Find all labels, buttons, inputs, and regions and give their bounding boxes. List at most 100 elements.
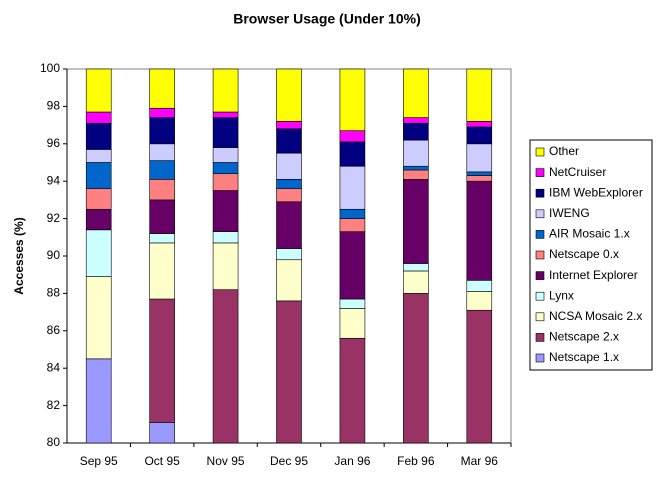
y-tick-label: 86 <box>47 323 61 337</box>
legend-label: IBM WebExplorer <box>549 185 643 199</box>
chart-title: Browser Usage (Under 10%) <box>233 11 421 27</box>
bar-segment <box>466 143 493 173</box>
x-tick-label: Sep 95 <box>80 454 118 468</box>
legend-label: Netscape 1.x <box>549 350 619 364</box>
bar-segment <box>149 179 175 201</box>
bar-segment <box>403 122 429 141</box>
bar-segment <box>466 175 493 182</box>
bar-segment <box>276 68 302 122</box>
bar-segment <box>212 190 239 232</box>
bar-segment <box>403 117 429 124</box>
x-tick-label: Mar 96 <box>461 454 499 468</box>
bar-segment <box>149 68 175 109</box>
legend-swatch <box>535 333 545 342</box>
bar-segment <box>339 165 366 210</box>
bar-segment <box>212 117 239 148</box>
bar-segment <box>339 231 366 300</box>
legend-swatch <box>535 168 545 177</box>
bar-segment <box>466 309 493 444</box>
y-tick-label: 90 <box>47 248 61 262</box>
bar-segment <box>339 130 366 143</box>
y-tick-label: 100 <box>40 61 60 75</box>
legend-swatch <box>535 188 545 198</box>
bar-segment <box>276 248 302 261</box>
bar-segment <box>149 199 175 234</box>
y-axis-label: Accesses (%) <box>12 217 26 294</box>
bar-segment <box>276 179 302 189</box>
bar-segment <box>339 141 366 167</box>
bar-segment <box>149 242 175 300</box>
y-tick-label: 94 <box>47 173 61 187</box>
bar-segment <box>149 160 175 180</box>
y-tick-label: 84 <box>47 360 61 374</box>
bar-segment <box>212 231 239 244</box>
legend-label: Other <box>549 144 579 158</box>
y-tick-label: 80 <box>47 435 61 449</box>
bar-segment <box>276 300 302 444</box>
bar-segment <box>276 152 302 180</box>
x-tick-label: Dec 95 <box>270 454 308 468</box>
bar-segment <box>212 147 239 163</box>
bar-segment <box>403 68 429 118</box>
legend-swatch <box>535 250 545 260</box>
bar-segment <box>149 422 175 444</box>
bar-segment <box>466 180 493 281</box>
legend-label: Netscape 0.x <box>549 247 619 261</box>
legend-label: AIR Mosaic 1.x <box>549 227 630 241</box>
y-tick-label: 82 <box>47 398 61 412</box>
bar-segment <box>339 68 366 132</box>
bar-segment <box>339 218 366 232</box>
legend-label: Internet Explorer <box>549 268 638 282</box>
x-tick-label: Feb 96 <box>397 454 435 468</box>
legend-label: IWENG <box>549 206 590 220</box>
bar-segment <box>149 117 175 145</box>
bar-segment <box>85 162 112 189</box>
x-tick-label: Nov 95 <box>207 454 245 468</box>
bar-segment <box>466 280 493 292</box>
bar-segment <box>85 149 112 163</box>
bar-segment <box>466 291 493 311</box>
bar-segment <box>276 188 302 203</box>
bar-segment <box>276 128 302 154</box>
bar-segment <box>85 208 112 231</box>
bar-segment <box>339 308 366 339</box>
bar-segment <box>276 259 302 302</box>
bar-segment <box>85 111 112 124</box>
bar-segment <box>403 293 429 444</box>
bar-segment <box>466 121 493 128</box>
legend-label: Lynx <box>549 288 574 302</box>
x-tick-label: Oct 95 <box>144 454 180 468</box>
bar-segment <box>339 337 366 444</box>
y-tick-label: 92 <box>47 211 61 225</box>
legend-swatch <box>535 312 545 322</box>
bar-segment <box>149 107 175 118</box>
legend-swatch <box>535 271 545 280</box>
bar-segment <box>403 169 429 180</box>
y-tick-label: 96 <box>47 136 61 150</box>
legend-swatch <box>535 353 545 363</box>
bar-segment <box>149 298 175 423</box>
bar-segment <box>85 68 112 113</box>
legend-label: NCSA Mosaic 2.x <box>549 309 642 323</box>
bar-segment <box>276 201 302 249</box>
x-tick-label: Jan 96 <box>334 454 370 468</box>
bar-segment <box>212 162 239 175</box>
bar-segment <box>403 263 429 272</box>
legend <box>529 139 653 371</box>
bar-segment <box>212 173 239 191</box>
bar-segment <box>466 68 493 122</box>
bar-segment <box>403 179 429 264</box>
bar-segment <box>85 229 112 277</box>
bar-segment <box>403 139 429 167</box>
legend-swatch <box>535 291 545 301</box>
bar-segment <box>466 171 493 176</box>
legend-label: Netscape 2.x <box>549 330 619 344</box>
bar-segment <box>339 298 366 309</box>
bar-segment <box>212 68 239 113</box>
legend-swatch <box>535 147 545 157</box>
bar-segment <box>212 289 239 444</box>
y-tick-label: 98 <box>47 99 61 113</box>
bar-segment <box>85 358 112 444</box>
legend-label: NetCruiser <box>549 165 606 179</box>
